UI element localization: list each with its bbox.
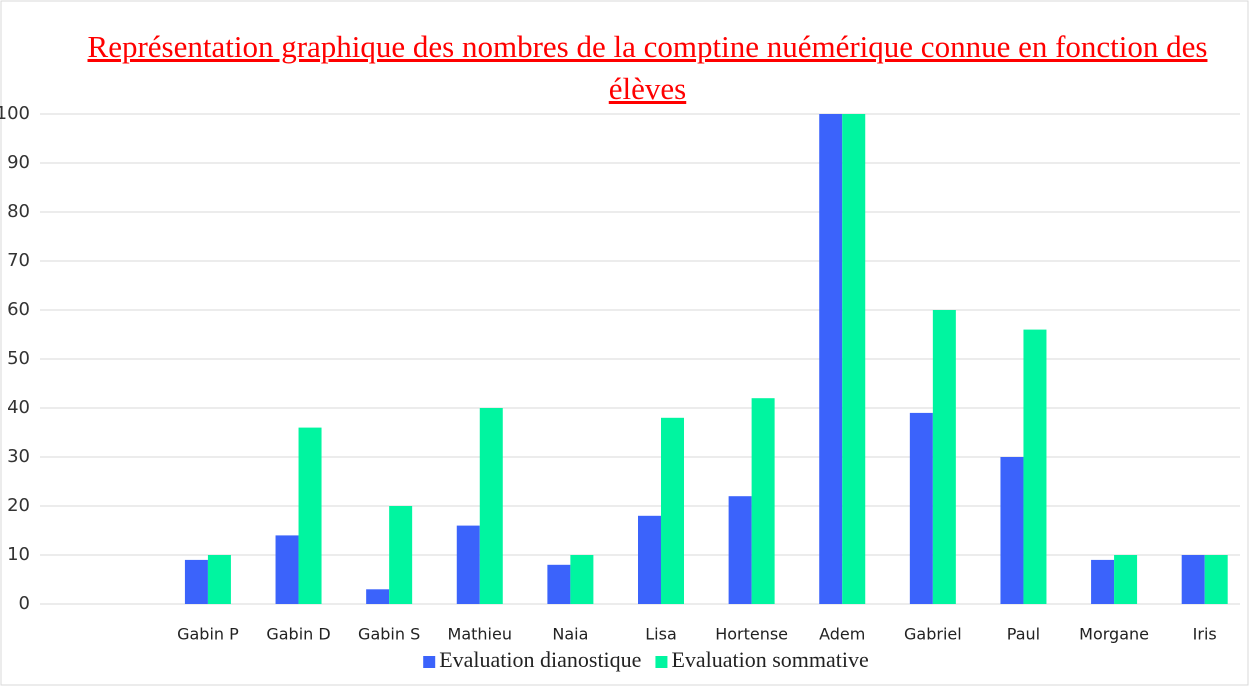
legend-label: Evaluation sommative [671,647,868,672]
bar [366,589,390,604]
x-tick-label: Hortense [715,625,788,644]
bar [570,555,594,604]
y-tick-label: 70 [7,250,30,271]
bar [751,398,775,604]
x-tick-label: Paul [1007,625,1040,644]
bar [298,427,322,604]
bar [207,555,231,604]
x-tick-label: Gabriel [904,625,962,644]
bar [275,535,299,604]
legend-swatch [655,656,668,668]
x-tick-label: Morgane [1079,625,1149,644]
bar [1204,555,1228,604]
x-tick-label: Naia [552,625,588,644]
bar [1000,457,1024,604]
y-tick-label: 30 [7,446,30,467]
x-tick-label: Adem [819,625,865,644]
x-tick-label: Iris [1193,625,1217,644]
bar [1091,559,1115,604]
bar [819,114,843,604]
chart-title: Représentation graphique des nombres de … [87,29,1208,106]
bar [184,559,208,604]
y-tick-label: 60 [7,299,30,320]
bar [456,525,480,604]
bar [1023,329,1047,604]
legend-label: Evaluation dianostique [439,647,641,672]
bar [661,417,684,604]
y-tick-label: 90 [7,152,30,173]
y-tick-label: 0 [19,593,30,614]
x-tick-label: Lisa [645,625,677,644]
y-tick-label: 80 [7,201,30,222]
bar [547,564,571,604]
y-tick-label: 20 [7,495,30,516]
y-tick-label: 100 [0,103,30,124]
bar [842,114,866,604]
x-tick-label: Mathieu [448,625,512,644]
y-tick-label: 40 [7,397,30,418]
bar [728,496,752,604]
x-tick-label: Gabin P [177,625,239,644]
y-tick-label: 50 [7,348,30,369]
y-tick-label: 10 [7,544,30,565]
bar [909,412,933,604]
x-tick-label: Gabin D [266,625,330,644]
bar [1181,555,1205,604]
x-tick-label: Gabin S [358,625,420,644]
bar [1114,555,1138,604]
bar [932,310,956,604]
legend-swatch [423,656,436,668]
bar [479,408,503,604]
bar [389,506,413,604]
bar [638,515,661,604]
